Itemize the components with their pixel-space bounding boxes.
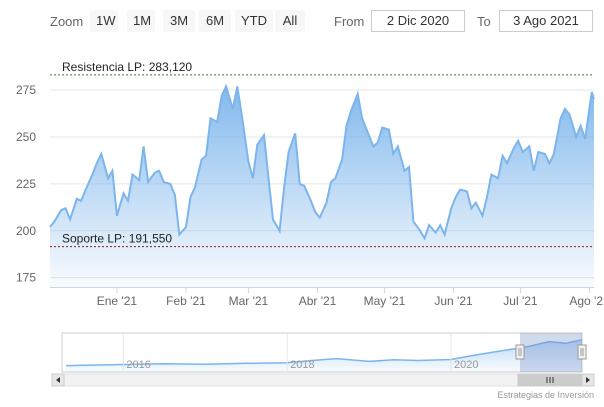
price-line <box>49 83 595 241</box>
x-axis: Ene '21 Feb '21 Mar '21 Abr '21 May '21 Jun '… <box>50 287 604 308</box>
x-tick-label: Ago '21 <box>569 294 604 308</box>
navigator-line <box>66 338 583 367</box>
y-tick-label: 225 <box>16 177 36 191</box>
x-tick-label: Ene '21 <box>97 294 138 308</box>
navigator-right-handle <box>577 344 587 360</box>
y-tick-label: 200 <box>16 224 36 238</box>
navigator-tick-label: 2018 <box>290 359 314 371</box>
zoom-1w-button[interactable]: 1W <box>90 10 118 32</box>
from-date-input[interactable]: 2 Dic 2020 <box>371 10 465 32</box>
zoom-3m-button[interactable]: 3M <box>163 10 195 32</box>
x-tick-label: Jul '21 <box>503 294 538 308</box>
scroll-right-arrow-icon <box>586 377 590 383</box>
navigator-selection <box>520 333 582 372</box>
range-selector: Zoom 1W 1M 3M 6M YTD All From 2 Dic 2020… <box>0 0 604 40</box>
zoom-label: Zoom <box>50 14 84 29</box>
credits-label[interactable]: Estrategias de Inversión <box>497 390 594 400</box>
x-tick-label: Jun '21 <box>434 294 473 308</box>
y-tick-label: 250 <box>16 130 36 144</box>
from-label: From <box>334 14 365 29</box>
x-tick-label: Feb '21 <box>166 294 206 308</box>
navigator-tick-label: 2016 <box>126 359 150 371</box>
scroll-left-arrow-icon <box>56 377 60 383</box>
zoom-6m-button[interactable]: 6M <box>199 10 231 32</box>
navigator-tick-label: 2020 <box>454 359 478 371</box>
x-tick-label: Mar '21 <box>229 294 269 308</box>
price-area <box>50 86 594 288</box>
to-date-input[interactable]: 3 Ago 2021 <box>499 10 593 32</box>
y-axis: 175 200 225 250 275 <box>16 83 36 285</box>
x-tick-label: Abr '21 <box>299 294 337 308</box>
y-tick-label: 275 <box>16 83 36 97</box>
support-label: Soporte LP: 191,550 <box>62 232 172 246</box>
to-label: To <box>477 14 491 29</box>
resistance-label: Resistencia LP: 283,120 <box>62 60 192 74</box>
zoom-1m-button[interactable]: 1M <box>127 10 155 32</box>
y-tick-label: 175 <box>16 271 36 285</box>
navigator-area <box>66 339 583 372</box>
zoom-all-button[interactable]: All <box>275 10 305 32</box>
navigator-left-handle <box>515 344 525 360</box>
x-tick-label: May '21 <box>364 294 406 308</box>
scrollbar-track <box>51 373 595 387</box>
zoom-ytd-button[interactable]: YTD <box>235 10 273 32</box>
navigator[interactable]: 2016 2018 2020 <box>51 332 595 387</box>
plot-lines: Resistencia LP: 283,120 Soporte LP: 191,5… <box>50 60 594 248</box>
